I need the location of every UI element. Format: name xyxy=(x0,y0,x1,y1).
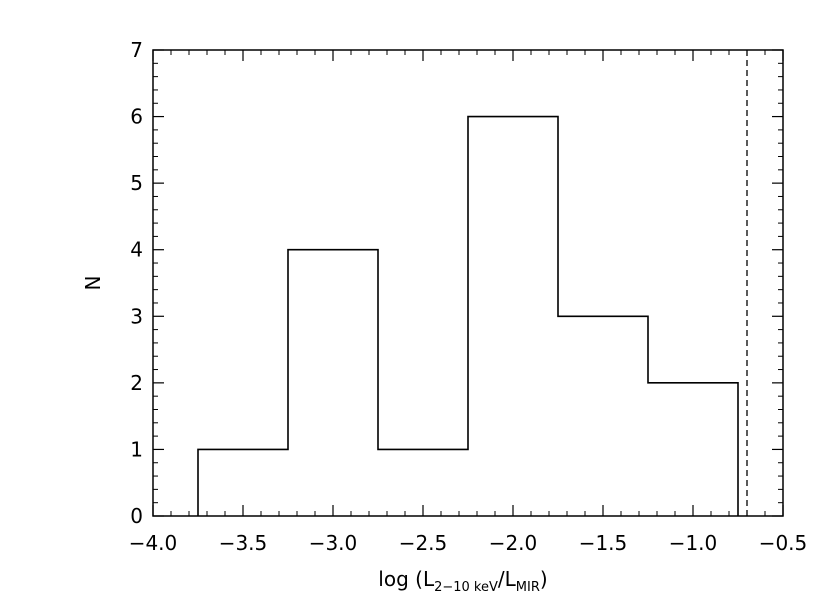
x-tick-label: −1.5 xyxy=(579,531,628,555)
histogram-bin xyxy=(378,449,468,516)
x-tick-label: −2.0 xyxy=(489,531,538,555)
y-tick-label: 7 xyxy=(130,38,143,62)
x-axis-label-sub1: 2−10 keV xyxy=(434,580,498,595)
x-axis-label-prefix: log (L xyxy=(378,567,435,591)
x-axis-label: log (L2−10 keV/LMIR) xyxy=(378,567,547,595)
x-tick-label: −1.0 xyxy=(669,531,718,555)
y-axis-label: N xyxy=(81,276,105,291)
histogram-bin xyxy=(468,117,558,516)
x-axis-label-sub2: MIR xyxy=(516,580,540,595)
histogram-bin xyxy=(198,449,288,516)
histogram-layer xyxy=(197,50,748,516)
x-tick-label: −4.0 xyxy=(129,531,178,555)
x-tick-label: −0.5 xyxy=(759,531,808,555)
y-tick-label: 4 xyxy=(130,238,143,262)
x-tick-label: −3.5 xyxy=(219,531,268,555)
y-tick-label: 2 xyxy=(130,371,143,395)
histogram-steps xyxy=(197,115,739,516)
y-tick-label: 6 xyxy=(130,105,143,129)
y-tick-label: 3 xyxy=(130,304,143,328)
x-axis-label-suffix: ) xyxy=(540,567,548,591)
x-axis-label-mid: /L xyxy=(498,567,517,591)
histogram-bin xyxy=(558,316,648,516)
histogram-bin xyxy=(288,250,378,516)
y-tick-label: 0 xyxy=(130,504,143,528)
x-tick-label: −2.5 xyxy=(399,531,448,555)
tick-labels-layer: −4.0 −3.5 −3.0 −2.5 −2.0 −1.5 −1.0 −0.5 0 1 2 3 4 5 6 7 xyxy=(129,38,808,555)
x-tick-label: −3.0 xyxy=(309,531,358,555)
plot-frame xyxy=(152,49,784,517)
y-tick-label: 1 xyxy=(130,437,143,461)
y-tick-label: 5 xyxy=(130,171,143,195)
histogram-bin xyxy=(648,383,738,516)
